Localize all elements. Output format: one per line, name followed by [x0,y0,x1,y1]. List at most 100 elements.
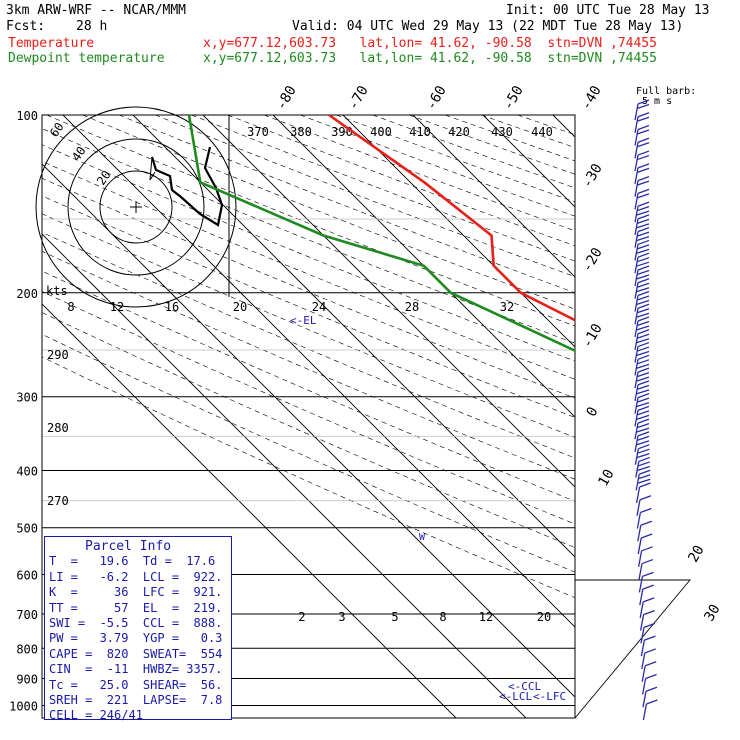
moist-adiabat-line [676,293,740,716]
parcel-info-row: CIN = -11 HWBZ= 3357. [49,662,223,677]
wind-barb-staff [634,410,639,427]
wind-barb-flag [637,150,650,156]
isotherm-label--20: -20 [579,245,606,275]
wind-barb-flag [644,648,657,654]
isotherm-label--80: -80 [273,83,300,113]
wind-barb-flag [637,252,650,258]
forecast-label: Fcst: [6,19,46,34]
wind-barb-flag [636,350,650,357]
wind-barb-flag [637,188,650,194]
wind-barb-flag [636,320,650,327]
mixing-ratio-label-12: 12 [479,610,493,624]
wind-barb-flag [636,338,650,344]
isentrope-label-380: 380 [290,125,312,139]
wind-barb-flag [636,103,650,110]
wind-barb-flag [636,193,650,199]
wind-barb-staff [634,269,639,287]
axis-label-24: 24 [312,300,326,314]
wind-barb-flag [636,269,650,276]
plot-extension [574,579,691,719]
wind-barb-flag [638,469,651,475]
wind-barb-flag [636,129,650,135]
wind-barb-staff [634,423,639,440]
wind-barb-flag [636,299,650,306]
isotherm-line [412,115,575,278]
isentrope-label-390: 390 [331,125,353,139]
level-marker-lcl: <-LCL [499,690,532,703]
wind-barb-staff [634,282,639,299]
pressure-label-400: 400 [16,465,38,479]
dry-adiabat-line [191,115,575,262]
parcel-info-rows: T = 19.6 Td = 17.6 LI = -6.2 LCL = 922. K … [45,554,231,723]
isotherm-line [62,115,575,628]
axis-label-8: 8 [67,300,74,314]
axis-label-20: 20 [233,300,247,314]
level-marker-ccl: <-CCL [508,680,541,693]
wind-barb-flag [637,303,650,309]
plot-frame [41,114,576,719]
dry-adiabat-line [42,333,575,573]
wind-barb-flag [637,367,650,373]
wind-barb [637,520,653,542]
wind-barb-staff [639,614,645,631]
theta-label-290: 290 [47,348,69,362]
wind-barb-flag [637,175,650,182]
hodograph-ring [67,138,205,276]
wind-barb-flag [637,465,650,472]
wind-barb-flag [636,346,650,352]
wind-barb-flag [636,359,650,365]
wind-barb [634,431,650,453]
wind-barb-flag [637,214,650,220]
wind-barb [641,661,657,682]
wind-barb-flag [636,401,650,408]
pressure-label-600: 600 [16,568,38,582]
wind-barb [634,163,650,184]
wind-barb-flag [637,405,650,411]
wind-barb-staff [634,180,639,197]
wind-barb-staff [634,397,639,414]
wind-barb-staff [634,295,639,312]
wind-barb-flag [636,223,650,229]
wind-barb-flag [637,354,650,360]
isotherm-line [482,115,575,208]
isentrope-label-370: 370 [247,125,269,139]
wind-barb-staff [641,678,647,695]
wind-barb [634,367,650,389]
dewpoint-location: x,y=677.12,603.73 lat,lon= 41.62, -90.58… [203,51,657,66]
hodograph-ring-label-60: 60 [47,120,67,140]
wind-barb-flag [636,295,650,301]
wind-barb [637,546,653,567]
parcel-info-panel: Parcel Info T = 19.6 Td = 17.6 LI = -6.2 … [44,536,232,723]
barb-legend-unit: 5 m s [642,96,672,107]
dewpoint-profile-line [187,115,575,353]
wind-barb-flag [638,474,651,480]
wind-barb-staff [634,244,639,261]
wind-barb-flag [641,558,654,565]
wind-barb-staff [634,320,639,338]
isentrope-label-400: 400 [370,125,392,139]
wind-barb-staff [634,333,639,350]
wind-barb-flag [637,239,650,246]
dry-adiabat-line [517,115,575,136]
dry-adiabat-line [336,115,575,203]
isotherm-line [42,303,457,718]
wind-barb-staff [634,435,639,453]
wind-barb [634,290,650,312]
wind-barb [634,252,650,274]
parcel-info-row: K = 36 LFC = 921. [49,585,223,600]
parcel-info-row: PW = 3.79 YGP = 0.3 [49,631,223,646]
hodograph-trace-start [149,156,156,181]
dry-adiabat-line [372,115,575,189]
wind-barb-flag [636,116,650,122]
isotherm-label-20: 20 [685,543,707,566]
wind-barb [639,597,655,618]
temperature-profile-line [328,115,575,322]
wind-barb-flag [636,210,650,216]
pressure-label-300: 300 [16,391,38,405]
dry-adiabat-line [408,115,575,175]
dry-adiabat-line [42,312,575,548]
wind-barb-flag [637,418,650,424]
wind-barb-staff [634,218,639,236]
